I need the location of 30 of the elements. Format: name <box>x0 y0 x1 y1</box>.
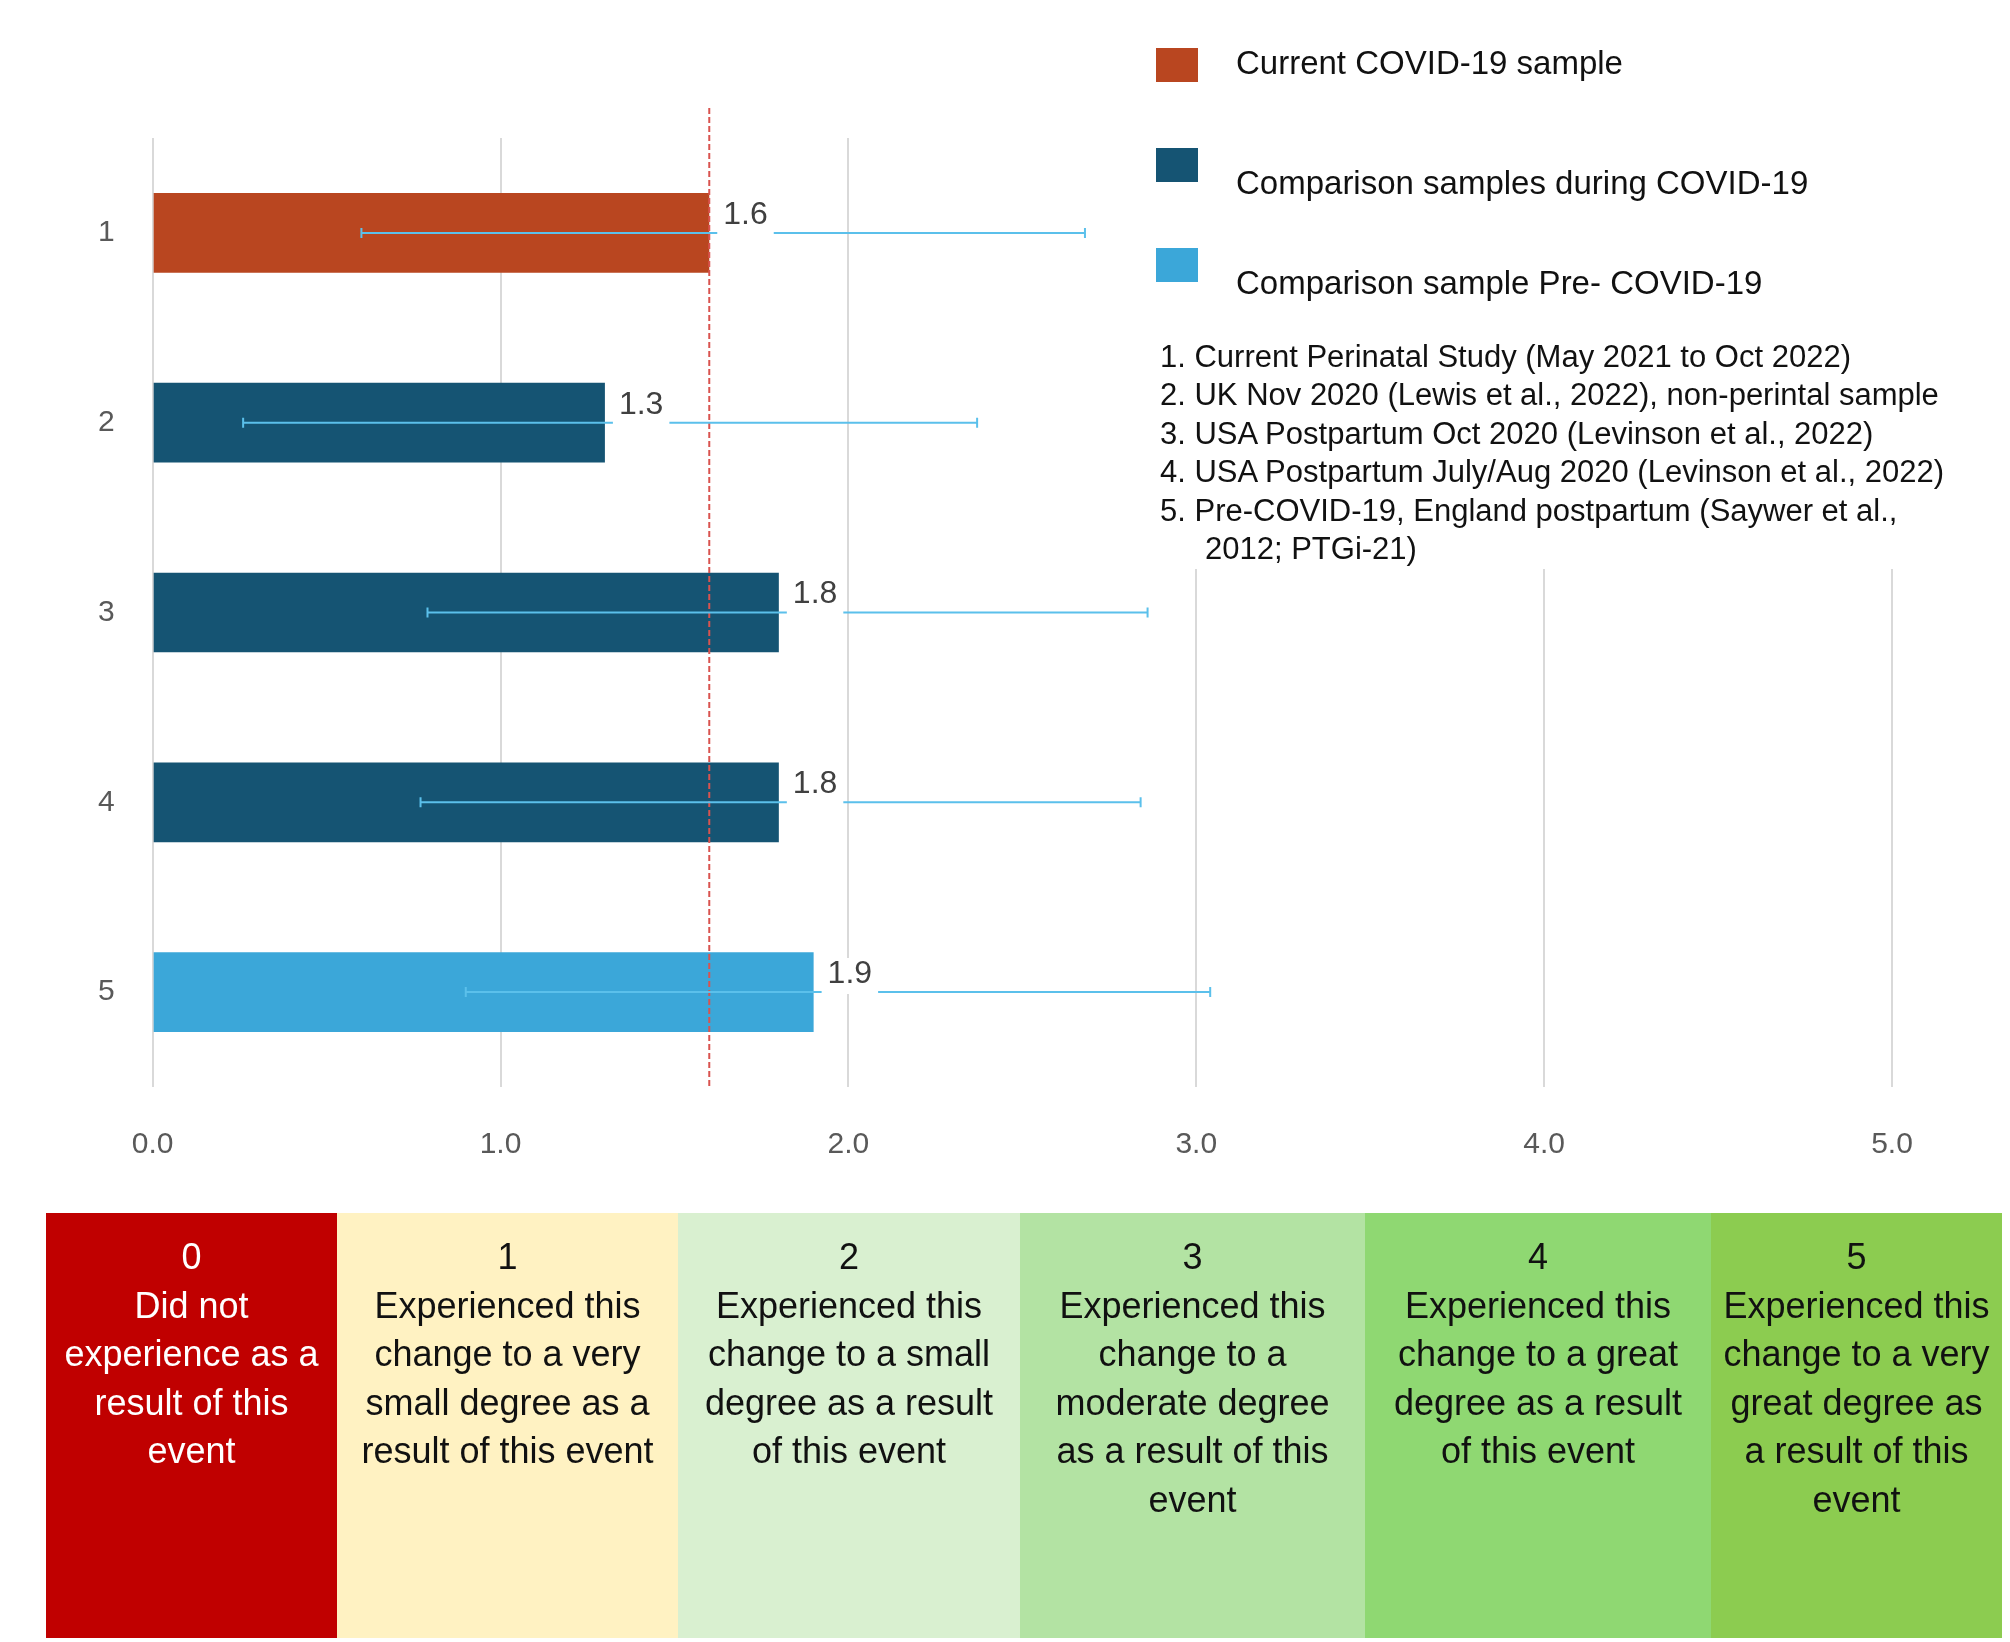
x-tick-label: 3.0 <box>1175 1126 1218 1160</box>
data-label: 1.3 <box>618 384 664 421</box>
x-tick-label: 5.0 <box>1871 1126 1913 1160</box>
data-label: 1.6 <box>723 194 768 231</box>
text: 4 Experienced this change to a great degree as a result of this event <box>1365 1213 1711 1638</box>
annotation: 2. UK Nov 2020 (Lewis et al., 2022), non-perintal sample <box>1160 376 1940 415</box>
legend-label: Comparison sample Pre- COVID-19 <box>1236 264 1763 302</box>
annotation: 1. Current Perinatal Study (May 2021 to Oct 2022) <box>1160 338 1852 376</box>
text: 5 Experienced this change to a very great degree as a result of this event <box>1711 1213 2002 1638</box>
y-tick-label: 1 <box>98 214 115 248</box>
x-tick-label: 4.0 <box>1523 1126 1565 1160</box>
x-tick-label: 0.0 <box>131 1126 174 1160</box>
annotation: 5. Pre-COVID-19, England postpartum (Saywer et al., 2012; PTGi-21) <box>1160 491 1899 569</box>
annotation: 3. USA Postpartum Oct 2020 (Levinson et al., 2022) <box>1160 414 1875 453</box>
text: 2 Experienced this change to a small degree as a result of this event <box>678 1213 1020 1638</box>
y-tick-label: 5 <box>98 973 115 1007</box>
y-tick-label: 4 <box>98 783 115 817</box>
y-tick-label: 3 <box>98 593 115 627</box>
text: 3 Experienced this change to a moderate degree as a result of this event <box>1020 1213 1365 1638</box>
annotation: 4. USA Postpartum July/Aug 2020 (Levinson et al., 2022) <box>1160 453 1946 492</box>
legend-label: Current COVID-19 sample <box>1236 44 1623 82</box>
data-label: 1.8 <box>792 574 838 611</box>
data-label: 1.9 <box>827 953 873 990</box>
data-label: 1.8 <box>792 764 838 801</box>
x-tick-label: 1.0 <box>479 1126 522 1160</box>
legend-label: Comparison samples during COVID-19 <box>1236 164 1809 202</box>
text: 1 Experienced this change to a very small degree as a result of this event <box>337 1213 678 1638</box>
text: 0 Did not experience as a result of this event <box>46 1213 337 1638</box>
y-tick-label: 2 <box>98 403 115 437</box>
x-tick-label: 2.0 <box>827 1126 870 1160</box>
